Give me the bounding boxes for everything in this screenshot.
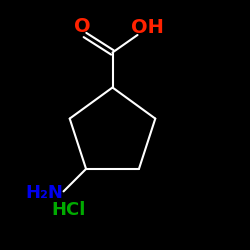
Text: OH: OH xyxy=(131,18,164,37)
Text: O: O xyxy=(74,17,91,36)
Text: H₂N: H₂N xyxy=(26,184,64,202)
Text: HCl: HCl xyxy=(51,201,86,219)
